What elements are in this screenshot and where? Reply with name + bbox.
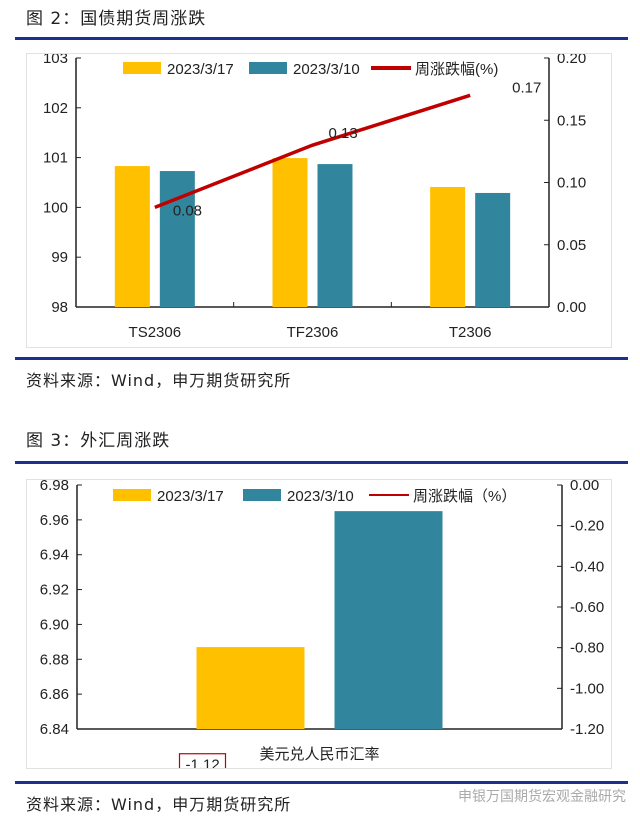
- legend-swatch: [113, 489, 151, 501]
- legend-swatch: [249, 62, 287, 74]
- y-tick-label: 6.90: [40, 616, 69, 633]
- legend-swatch: [123, 62, 161, 74]
- title-rule: [15, 37, 628, 40]
- y-tick-label: 6.98: [40, 480, 69, 494]
- legend-label: 2023/3/10: [287, 488, 354, 505]
- legend-label: 周涨跌幅（%）: [413, 488, 516, 505]
- change-data-label: 0.08: [173, 202, 202, 219]
- chart-1-frame: 98 99 100 101 102 103 0.00 0.05 0.10 0.15 0.20 TS23…: [26, 50, 612, 348]
- source-rule: [15, 357, 628, 360]
- category-label: 美元兑人民币汇率: [259, 746, 379, 763]
- bar-2023-3-17: [272, 158, 308, 307]
- category-label: TF2306: [287, 324, 339, 341]
- y-tick-label: 99: [51, 249, 68, 266]
- legend-label: 2023/3/10: [293, 61, 360, 78]
- change-data-label: -1.12: [186, 757, 220, 768]
- y2-tick-label: 0.15: [557, 112, 586, 129]
- y-tick-label: 6.88: [40, 651, 69, 668]
- y-tick-label: 6.92: [40, 582, 69, 599]
- y-tick-label: 98: [51, 299, 68, 316]
- change-data-label: 0.13: [329, 125, 358, 142]
- title-rule: [15, 461, 628, 464]
- change-data-label: 0.17: [512, 79, 541, 96]
- change-line: [154, 93, 471, 210]
- figure-2-title: 图 2：国债期货周涨跌: [26, 9, 207, 29]
- watermark: 申银万国期货宏观金融研究: [458, 789, 626, 805]
- bar-2023-3-10: [317, 164, 353, 307]
- y2-tick-label: -0.80: [570, 640, 604, 657]
- y2-tick-label: 0.00: [570, 480, 599, 494]
- y2-tick-label: -0.40: [570, 558, 604, 575]
- y-tick-label: 6.84: [40, 721, 69, 738]
- y2-tick-label: 0.10: [557, 175, 586, 192]
- y-tick-label: 6.96: [40, 512, 69, 529]
- y2-tick-label: -1.00: [570, 680, 604, 697]
- y2-tick-label: 0.05: [557, 237, 586, 254]
- y-tick-label: 6.86: [40, 686, 69, 703]
- bar-2023-3-17: [196, 647, 305, 729]
- bar-2023-3-10: [334, 511, 443, 729]
- bond-futures-chart: 98 99 100 101 102 103 0.00 0.05 0.10 0.15 0.20 TS23…: [43, 50, 586, 341]
- y2-tick-label: 0.00: [557, 299, 586, 316]
- y2-tick-label: -1.20: [570, 721, 604, 738]
- y2-tick-label: -0.60: [570, 599, 604, 616]
- legend-swatch: [243, 489, 281, 501]
- y-tick-label: 103: [43, 54, 68, 67]
- y-tick-label: 102: [43, 100, 68, 117]
- category-label: TS2306: [129, 324, 182, 341]
- bar-2023-3-17: [430, 186, 466, 307]
- source-rule: [15, 781, 628, 784]
- category-label: T2306: [449, 324, 492, 341]
- figure-2-source: 资料来源：Wind，申万期货研究所: [26, 371, 292, 390]
- legend-label: 2023/3/17: [157, 488, 224, 505]
- legend-label: 2023/3/17: [167, 61, 234, 78]
- fx-chart: 6.84 6.86 6.88 6.90 6.92 6.94 6.96 6.98 -1.20 -1.…: [40, 477, 604, 779]
- legend-label: 周涨跌幅(%): [415, 61, 498, 78]
- bar-2023-3-10: [159, 171, 195, 307]
- chart-2-frame: 6.84 6.86 6.88 6.90 6.92 6.94 6.96 6.98 -1.20 -1.…: [26, 477, 612, 779]
- figure-3-title: 图 3：外汇周涨跌: [26, 431, 171, 451]
- y2-tick-label: 0.20: [557, 54, 586, 67]
- bar-2023-3-17: [114, 166, 150, 307]
- bar-2023-3-10: [475, 192, 511, 307]
- y-tick-label: 6.94: [40, 547, 69, 564]
- y-tick-label: 101: [43, 150, 68, 167]
- y2-tick-label: -0.20: [570, 518, 604, 535]
- figure-3-source: 资料来源：Wind，申万期货研究所: [26, 795, 292, 814]
- y-tick-label: 100: [43, 199, 68, 216]
